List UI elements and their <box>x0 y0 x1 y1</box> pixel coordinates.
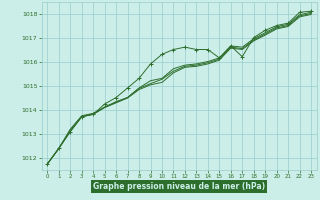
X-axis label: Graphe pression niveau de la mer (hPa): Graphe pression niveau de la mer (hPa) <box>93 182 265 191</box>
